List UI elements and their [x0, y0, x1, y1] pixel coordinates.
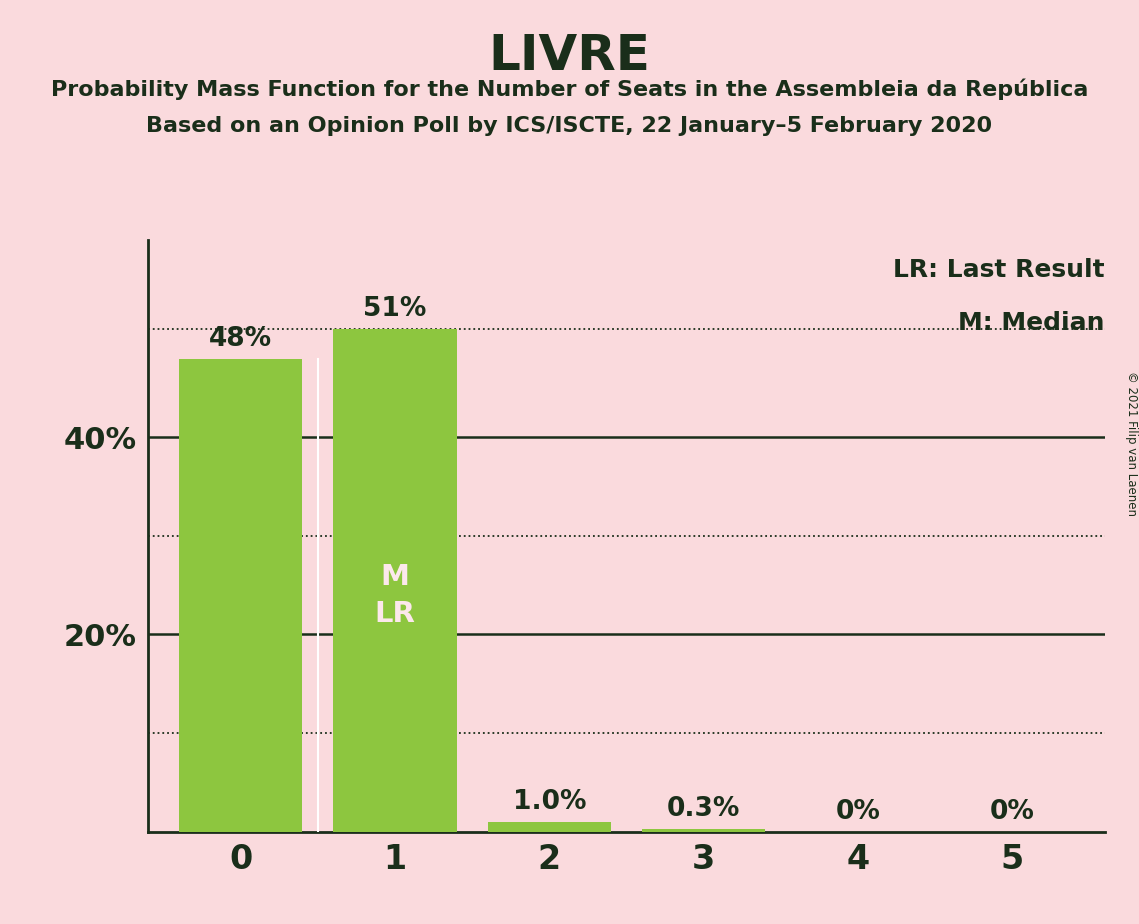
Text: 0.3%: 0.3% — [667, 796, 740, 821]
Text: 48%: 48% — [210, 325, 272, 352]
Text: 51%: 51% — [363, 296, 427, 322]
Text: 1.0%: 1.0% — [513, 789, 587, 815]
Bar — [179, 359, 302, 832]
Text: M
LR: M LR — [375, 563, 416, 627]
Text: 0%: 0% — [990, 798, 1034, 825]
Text: Probability Mass Function for the Number of Seats in the Assembleia da República: Probability Mass Function for the Number… — [51, 79, 1088, 100]
Bar — [642, 829, 765, 832]
Text: LIVRE: LIVRE — [489, 32, 650, 80]
Text: Based on an Opinion Poll by ICS/ISCTE, 22 January–5 February 2020: Based on an Opinion Poll by ICS/ISCTE, 2… — [147, 116, 992, 136]
Text: © 2021 Filip van Laenen: © 2021 Filip van Laenen — [1124, 371, 1138, 516]
Text: M: Median: M: Median — [958, 311, 1105, 335]
Bar — [487, 821, 611, 832]
Bar — [334, 329, 457, 832]
Text: 0%: 0% — [836, 798, 880, 825]
Text: LR: Last Result: LR: Last Result — [893, 258, 1105, 282]
